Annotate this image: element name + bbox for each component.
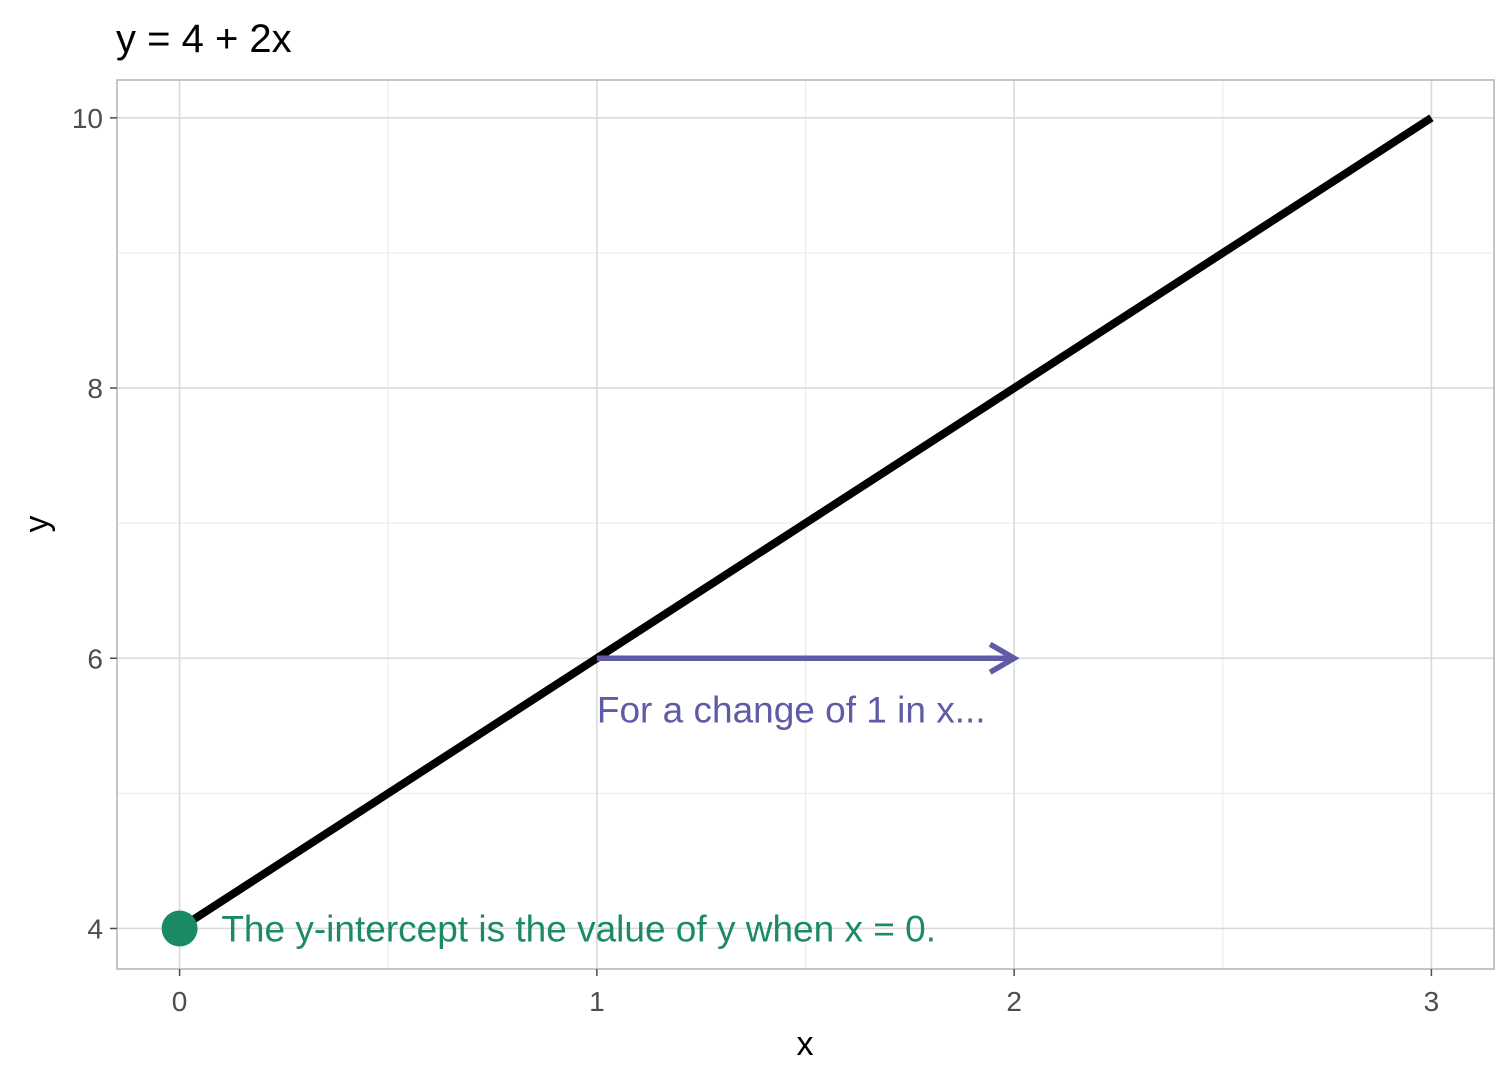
x-tick-label: 0 <box>172 986 188 1017</box>
y-tick-label: 6 <box>87 643 103 674</box>
grid-major <box>117 80 1494 969</box>
x-tick-label: 1 <box>589 986 605 1017</box>
x-axis-ticks: 0 1 2 3 <box>172 969 1439 1017</box>
series-line <box>177 114 1434 932</box>
annotation-change-in-x: For a change of 1 in x... <box>597 690 986 731</box>
y-tick-label: 8 <box>87 373 103 404</box>
chart-title: y = 4 + 2x <box>116 17 292 61</box>
y-tick-label: 10 <box>72 103 103 134</box>
y-axis-ticks: 4 6 8 10 <box>72 103 117 944</box>
x-tick-label: 2 <box>1006 986 1022 1017</box>
y-axis-title: y <box>18 516 56 533</box>
y-tick-label: 4 <box>87 913 103 944</box>
arrow-head <box>988 641 1020 675</box>
x-axis-title: x <box>797 1025 814 1063</box>
intercept-point <box>161 910 198 947</box>
plot-panel-border <box>116 79 1495 970</box>
x-tick-label: 3 <box>1424 986 1440 1017</box>
annotation-y-intercept: The y-intercept is the value of y when x… <box>221 908 936 949</box>
